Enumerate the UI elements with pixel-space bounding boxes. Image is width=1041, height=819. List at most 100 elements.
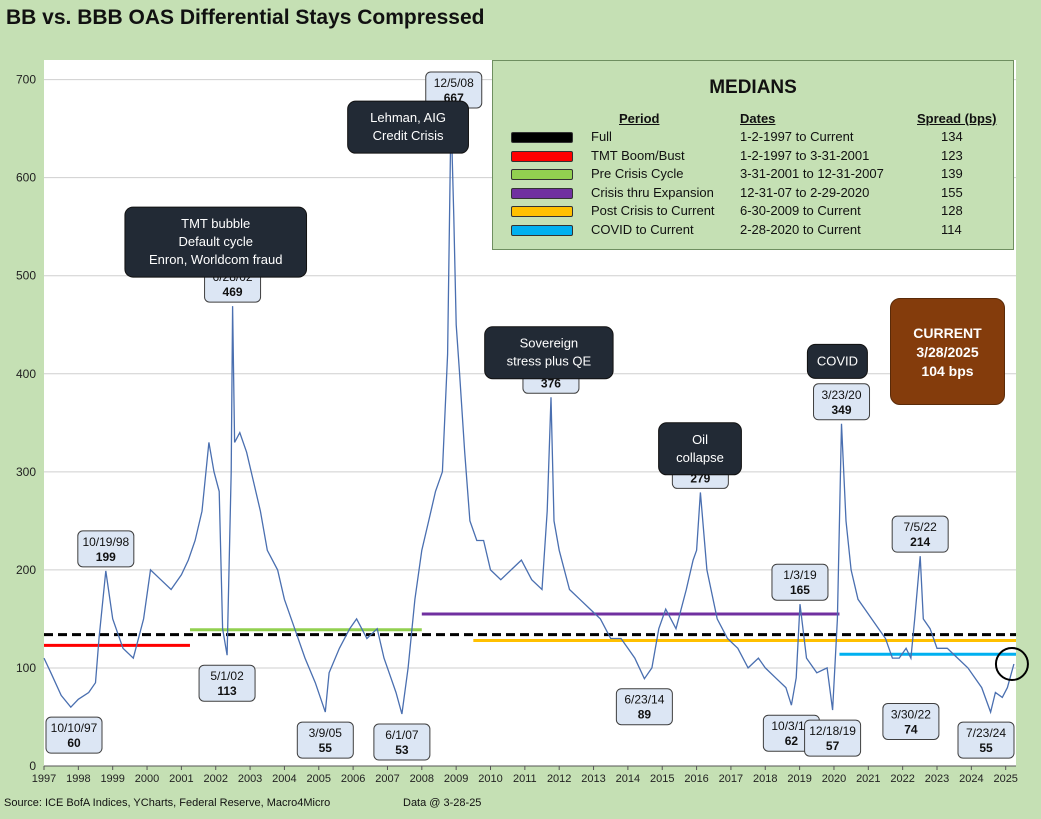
x-tick-label: 2001 (169, 773, 193, 785)
event-box (806, 343, 868, 379)
x-axis-ticks: 1997 1998 1999 2000 2001 2002 2003 2004 2005 2006… (32, 765, 1018, 785)
callout-box (296, 721, 354, 759)
median-swatch (511, 169, 573, 180)
callout-box (957, 721, 1015, 759)
x-tick-label: 1999 (100, 773, 124, 785)
median-dates: 6-30-2009 to Current (740, 203, 861, 218)
median-period: COVID to Current (591, 221, 694, 237)
medians-header-period: Period (619, 111, 660, 126)
callout-value: 55 (979, 741, 993, 755)
event-callout: Lehman, AIG Credit Crisis (347, 100, 469, 154)
x-tick-label: 2018 (753, 773, 777, 785)
callout-date: 5/1/02 (210, 669, 244, 683)
current-value: 104 bps (921, 363, 974, 379)
callout-value: 74 (904, 722, 918, 736)
event-text: Enron, Worldcom fraud (149, 252, 282, 267)
y-tick-label: 200 (16, 563, 36, 577)
x-tick-label: 2021 (856, 773, 880, 785)
callout-box (198, 664, 256, 702)
event-callouts: TMT bubble Default cycle Enron, Worldcom f… (124, 100, 868, 476)
event-callout: Oil collapse (658, 422, 742, 476)
event-callout: Sovereign stress plus QE (484, 326, 614, 380)
callout-value: 60 (67, 736, 81, 750)
median-period: TMT Boom/Bust (591, 147, 685, 163)
medians-legend: MEDIANS Period Dates Spread (bps) Full 1-… (492, 60, 1014, 250)
callout-date: 12/18/19 (809, 724, 856, 738)
event-text: TMT bubble (181, 216, 250, 231)
x-tick-label: 2015 (650, 773, 674, 785)
median-period: Pre Crisis Cycle (591, 166, 684, 181)
callout-date: 3/23/20 (821, 388, 861, 402)
median-row: Post Crisis to Current 6-30-2009 to Curre… (493, 203, 1013, 221)
x-tick-label: 2005 (307, 773, 331, 785)
event-callout: TMT bubble Default cycle Enron, Worldcom f… (124, 206, 308, 278)
x-tick-label: 2022 (890, 773, 914, 785)
medians-title: MEDIANS (709, 77, 797, 98)
y-tick-label: 500 (16, 269, 36, 283)
median-row: TMT Boom/Bust 1-2-1997 to 3-31-2001 123 (493, 148, 1013, 166)
x-tick-label: 2017 (719, 773, 743, 785)
y-tick-label: 300 (16, 465, 36, 479)
median-swatch (511, 132, 573, 143)
callout-date: 7/5/22 (903, 520, 937, 534)
source-note: Source: ICE BofA Indices, YCharts, Feder… (4, 797, 331, 809)
median-dates: 2-28-2020 to Current (740, 221, 861, 237)
y-tick-label: 600 (16, 171, 36, 185)
callout-value: 199 (96, 550, 116, 564)
x-tick-label: 2013 (581, 773, 605, 785)
chart-title: BB vs. BBB OAS Differential Stays Compre… (6, 6, 485, 29)
x-tick-label: 2012 (547, 773, 571, 785)
x-tick-label: 2003 (238, 773, 262, 785)
event-box (658, 422, 742, 476)
callout-box (813, 383, 871, 421)
callout-box (45, 716, 103, 754)
current-box: CURRENT 3/28/2025 104 bps (890, 298, 1005, 405)
callout-date: 3/9/05 (309, 726, 343, 740)
event-box (124, 206, 308, 278)
event-text: collapse (676, 450, 724, 465)
x-tick-label: 1998 (66, 773, 90, 785)
data-as-of: Data @ 3-28-25 (403, 797, 482, 809)
x-tick-label: 2002 (203, 773, 227, 785)
median-swatch (511, 187, 573, 199)
median-spread: 155 (941, 184, 963, 200)
median-row: Crisis thru Expansion 12-31-07 to 2-29-20… (493, 185, 1013, 203)
callout-value: 113 (217, 684, 237, 698)
event-box (347, 100, 469, 154)
callout-date: 6/1/07 (385, 728, 419, 742)
callout-date: 6/23/14 (624, 693, 664, 707)
callout-value: 165 (790, 583, 810, 597)
event-text: Default cycle (179, 234, 253, 249)
x-tick-label: 2004 (272, 773, 296, 785)
y-tick-label: 0 (29, 759, 36, 773)
median-row: COVID to Current 2-28-2020 to Current 114 (493, 222, 1013, 240)
event-text: Credit Crisis (373, 128, 444, 143)
x-tick-label: 2024 (959, 773, 983, 785)
median-spread: 128 (941, 203, 963, 218)
x-tick-label: 2010 (478, 773, 502, 785)
median-spread: 114 (941, 221, 962, 237)
x-tick-label: 2007 (375, 773, 399, 785)
callout-value: 376 (541, 376, 561, 390)
event-text: Lehman, AIG (370, 110, 446, 125)
callout-value: 349 (832, 403, 852, 417)
callout-value: 214 (910, 535, 930, 549)
callout-value: 62 (785, 734, 799, 748)
median-lines (44, 612, 1016, 656)
callout-value: 55 (319, 741, 333, 755)
x-tick-label: 2008 (410, 773, 434, 785)
callout-date: 1/3/19 (783, 568, 817, 582)
median-period: Post Crisis to Current (591, 203, 715, 218)
median-row: Full 1-2-1997 to Current 134 (493, 129, 1013, 147)
x-tick-label: 2000 (135, 773, 159, 785)
callout-date: 7/23/24 (966, 726, 1006, 740)
x-tick-label: 2009 (444, 773, 468, 785)
